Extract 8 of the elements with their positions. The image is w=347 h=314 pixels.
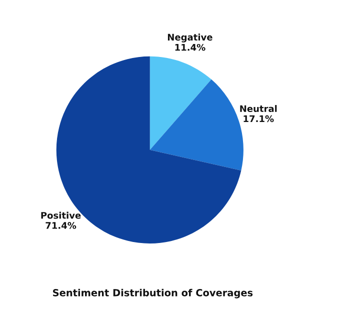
data-label: 11.4% — [175, 44, 206, 51]
data-label: 17.1% — [244, 115, 274, 122]
slice-label: Negative — [168, 34, 212, 42]
text: Sentiment Distribution of Coverages — [53, 288, 253, 298]
slice-label: Positive — [41, 212, 81, 219]
slice-label: Neutral — [240, 105, 277, 112]
data-label: 71.4% — [46, 222, 76, 229]
pie-slice — [150, 56, 212, 150]
